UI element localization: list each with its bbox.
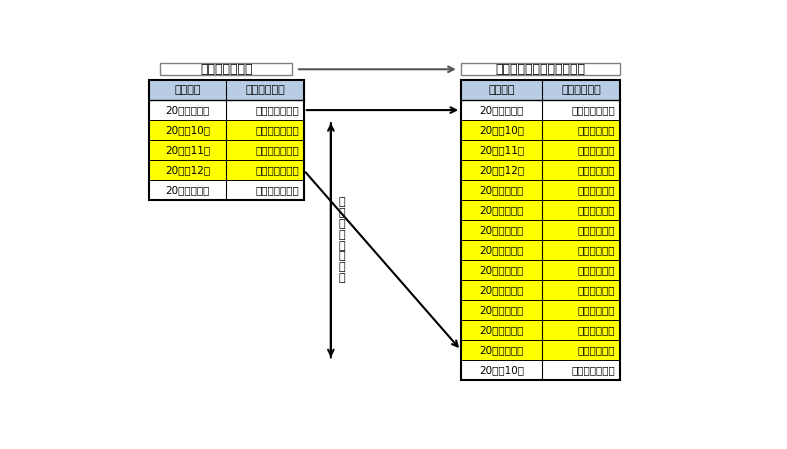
Text: 20＊＊　１月: 20＊＊ １月 [165, 185, 209, 195]
Text: ２，５０１円: ２，５０１円 [578, 285, 615, 295]
Text: １０，００１円: １０，００１円 [255, 185, 299, 195]
Text: ２，５００円: ２，５００円 [578, 185, 615, 195]
Text: 20＊＊　９月: 20＊＊ ９月 [165, 105, 209, 115]
Text: 当初の返還計画: 当初の返還計画 [200, 63, 253, 76]
Bar [461, 240, 620, 260]
Bar [461, 200, 620, 220]
Text: 20＊＊　２月: 20＊＊ ２月 [479, 205, 524, 215]
Text: １０，００１円: １０，００１円 [255, 125, 299, 135]
Bar [149, 160, 304, 180]
Bar [461, 160, 620, 180]
Bar [149, 80, 304, 100]
Text: 20＊＊10月: 20＊＊10月 [479, 365, 524, 375]
Text: 20＊＊　９月: 20＊＊ ９月 [479, 105, 524, 115]
Text: ２，５００円: ２，５００円 [578, 245, 615, 255]
Text: 20＊＊　９月: 20＊＊ ９月 [479, 345, 524, 355]
Text: 20＊＊10月: 20＊＊10月 [165, 125, 210, 135]
Text: 20＊＊　６月: 20＊＊ ６月 [479, 285, 524, 295]
Text: 20＊＊　５月: 20＊＊ ５月 [479, 265, 524, 275]
Text: １０，００１円: １０，００１円 [571, 365, 615, 375]
Text: １０，００１円: １０，００１円 [255, 165, 299, 175]
Bar [461, 80, 620, 380]
Text: 20＊＊11月: 20＊＊11月 [479, 145, 524, 155]
Bar [461, 340, 620, 361]
Bar [461, 120, 620, 140]
Bar [461, 220, 620, 240]
Text: ２，５００円: ２，５００円 [578, 345, 615, 355]
Bar [461, 140, 620, 160]
Text: ２，５００円: ２，５００円 [578, 165, 615, 175]
Text: 20＊＊　３月: 20＊＊ ３月 [479, 225, 524, 235]
Bar [149, 140, 304, 160]
Text: １０，００１円: １０，００１円 [255, 105, 299, 115]
Bar [149, 80, 304, 200]
Text: ２，５０１円: ２，５０１円 [578, 125, 615, 135]
Text: 20＊＊　７月: 20＊＊ ７月 [479, 305, 524, 315]
Bar [461, 320, 620, 340]
FancyBboxPatch shape [161, 63, 292, 75]
Text: 20＊＊　８月: 20＊＊ ８月 [479, 326, 524, 335]
Bar [461, 180, 620, 200]
Text: ２，５０１円: ２，５０１円 [578, 205, 615, 215]
Text: 20＊＊　１月: 20＊＊ １月 [479, 185, 524, 195]
Text: 20＊＊11月: 20＊＊11月 [165, 145, 210, 155]
Bar [461, 280, 620, 300]
Bar [461, 100, 620, 120]
Bar [149, 100, 304, 120]
Text: 減
額
返
還
適
用
期
間: 減 額 返 還 適 用 期 間 [338, 198, 345, 283]
Text: ２，５００円: ２，５００円 [578, 145, 615, 155]
Text: ２，５００円: ２，５００円 [578, 265, 615, 275]
Text: 減額返還適用後の返還計画: 減額返還適用後の返還計画 [496, 63, 586, 76]
Bar [461, 80, 620, 100]
Text: １０，００１円: １０，００１円 [255, 145, 299, 155]
Text: 20＊＊12月: 20＊＊12月 [479, 165, 524, 175]
Text: 返還期日: 返還期日 [174, 85, 201, 95]
Text: 返還期日: 返還期日 [489, 85, 515, 95]
FancyBboxPatch shape [461, 63, 620, 75]
Bar [149, 120, 304, 140]
Bar [149, 180, 304, 200]
Text: 支払割賦金額: 支払割賦金額 [561, 85, 601, 95]
Bar [461, 260, 620, 280]
Text: １０，００１円: １０，００１円 [571, 105, 615, 115]
Text: ２，５００円: ２，５００円 [578, 305, 615, 315]
Text: 支払割賦金額: 支払割賦金額 [245, 85, 285, 95]
Text: 20＊＊12月: 20＊＊12月 [165, 165, 210, 175]
Bar [461, 361, 620, 380]
Text: ２，５００円: ２，５００円 [578, 225, 615, 235]
Text: 20＊＊　４月: 20＊＊ ４月 [479, 245, 524, 255]
Text: ２，５００円: ２，５００円 [578, 326, 615, 335]
Bar [461, 300, 620, 320]
Text: 20＊＊10月: 20＊＊10月 [479, 125, 524, 135]
